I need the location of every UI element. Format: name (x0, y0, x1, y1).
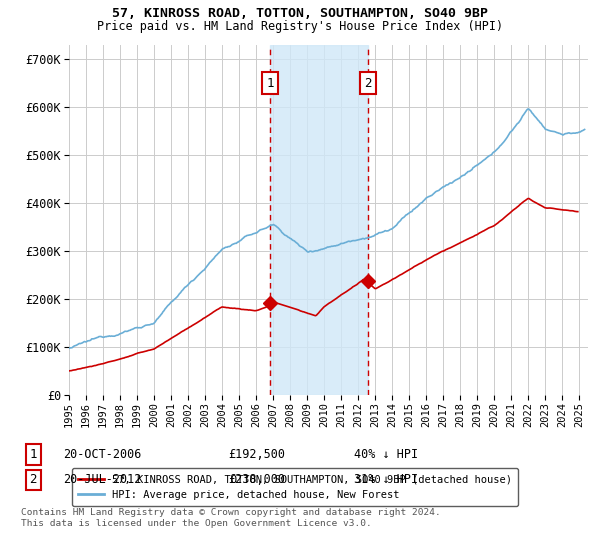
Text: Price paid vs. HM Land Registry's House Price Index (HPI): Price paid vs. HM Land Registry's House … (97, 20, 503, 32)
Text: £192,500: £192,500 (228, 448, 285, 461)
Text: 2: 2 (29, 473, 37, 487)
Text: 20-OCT-2006: 20-OCT-2006 (63, 448, 142, 461)
Text: 40% ↓ HPI: 40% ↓ HPI (354, 448, 418, 461)
Text: 57, KINROSS ROAD, TOTTON, SOUTHAMPTON, SO40 9BP: 57, KINROSS ROAD, TOTTON, SOUTHAMPTON, S… (112, 7, 488, 20)
Text: 20-JUL-2012: 20-JUL-2012 (63, 473, 142, 487)
Text: 31% ↓ HPI: 31% ↓ HPI (354, 473, 418, 487)
Text: £238,000: £238,000 (228, 473, 285, 487)
Text: 2: 2 (364, 77, 371, 90)
Legend: 57, KINROSS ROAD, TOTTON, SOUTHAMPTON, SO40 9BP (detached house), HPI: Average p: 57, KINROSS ROAD, TOTTON, SOUTHAMPTON, S… (71, 468, 518, 506)
Text: 1: 1 (266, 77, 274, 90)
Bar (270, 45, 368, 395)
Text: 1: 1 (29, 448, 37, 461)
Text: Contains HM Land Registry data © Crown copyright and database right 2024.
This d: Contains HM Land Registry data © Crown c… (21, 508, 441, 528)
